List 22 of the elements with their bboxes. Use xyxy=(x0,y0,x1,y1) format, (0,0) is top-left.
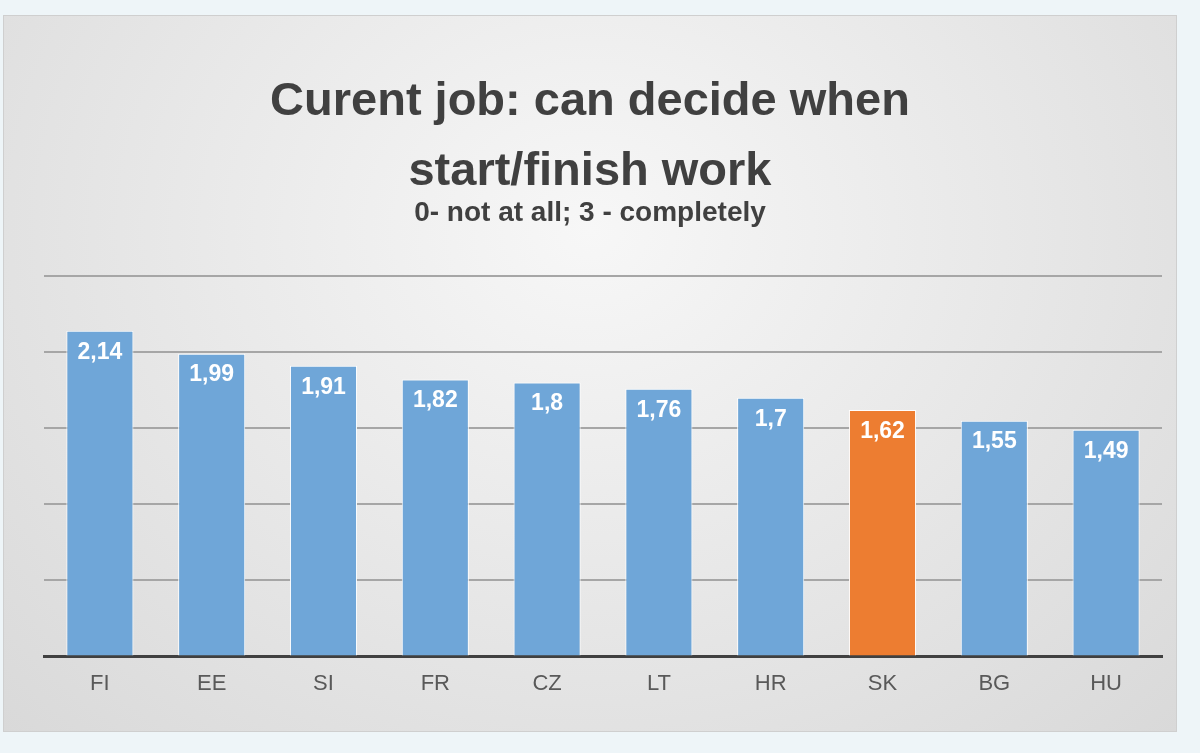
x-tick-label: HU xyxy=(1090,669,1122,695)
data-label: 1,55 xyxy=(971,427,1017,454)
x-tick-label: LT xyxy=(646,669,671,695)
data-label: 1,82 xyxy=(412,386,458,413)
data-label: 1,91 xyxy=(301,372,347,399)
x-tick-label: FI xyxy=(90,669,110,695)
x-tick-label: FR xyxy=(420,669,450,695)
x-tick-label: SK xyxy=(867,669,898,695)
x-tick-label: EE xyxy=(197,669,227,695)
data-label: 1,49 xyxy=(1083,436,1129,463)
data-label: 2,14 xyxy=(77,337,123,364)
data-label: 1,8 xyxy=(531,389,564,416)
data-label: 1,7 xyxy=(754,404,787,431)
x-tick-label: HR xyxy=(754,669,787,695)
x-tick-label: BG xyxy=(978,669,1011,695)
data-label: 1,99 xyxy=(189,360,235,387)
data-label: 1,62 xyxy=(860,416,905,443)
data-label: 1,76 xyxy=(636,395,682,422)
chart-title: Curent job: can decide when start/finish work xyxy=(270,72,910,195)
chart-subtitle: 0- not at all; 3 - completely xyxy=(413,196,767,228)
x-tick-label: SI xyxy=(313,669,334,695)
x-tick-label: CZ xyxy=(532,669,562,695)
